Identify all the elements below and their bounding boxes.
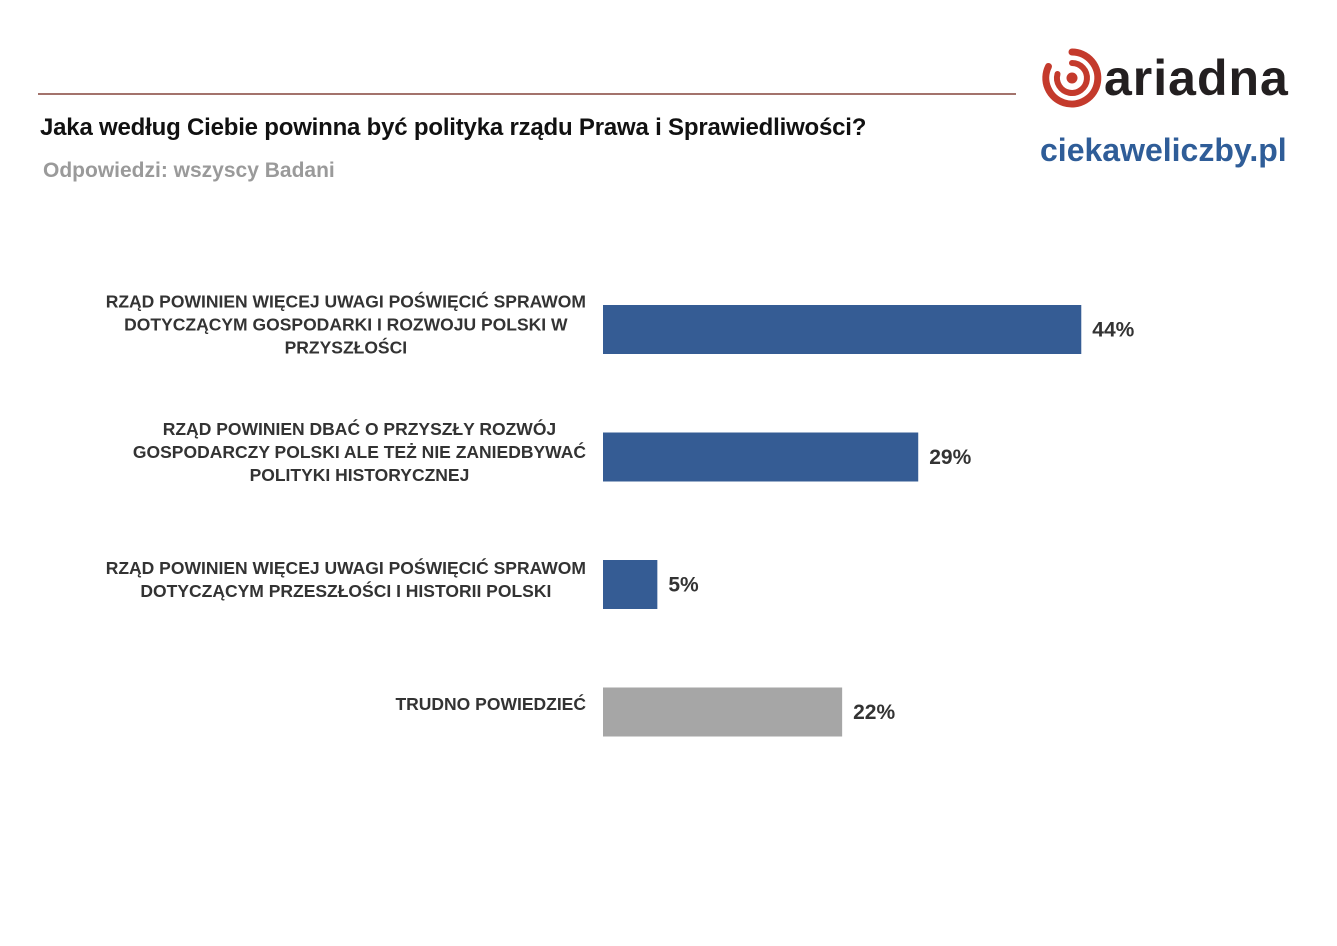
chart-title: Jaka według Ciebie powinna być polityka …: [40, 114, 867, 141]
category-label-3-line-1: RZĄD POWINIEN WIĘCEJ UWAGI POŚWIĘCIĆ SPR…: [106, 557, 586, 578]
value-label-3: 5%: [668, 574, 699, 597]
chart-subtitle: Odpowiedzi: wszyscy Badani: [43, 159, 335, 182]
category-label-3-line-2: DOTYCZĄCYM PRZESZŁOŚCI I HISTORII POLSKI: [140, 580, 551, 601]
bar-2: [603, 432, 919, 482]
ariadna-logo: ariadna: [1040, 46, 1325, 110]
category-label-2-line-2: GOSPODARCZY POLSKI ALE TEŻ NIE ZANIEDBYW…: [133, 441, 586, 462]
value-label-4: 22%: [853, 701, 895, 724]
category-label-2-line-1: RZĄD POWINIEN DBAĆ O PRZYSZŁY ROZWÓJ: [163, 418, 556, 439]
header-divider: [38, 93, 1016, 95]
category-label-1-line-2: DOTYCZĄCYM GOSPODARKI I ROZWOJU POLSKI W: [124, 315, 568, 335]
value-label-2: 29%: [929, 446, 971, 469]
bar-1: [603, 305, 1082, 354]
value-label-1: 44%: [1092, 319, 1134, 342]
bar-4: [603, 687, 843, 737]
ariadna-spiral-logo-icon: [1042, 48, 1102, 108]
logo-wordmark: ariadna: [1104, 50, 1289, 106]
category-label-1-line-1: RZĄD POWINIEN WIĘCEJ UWAGI POŚWIĘCIĆ SPR…: [106, 291, 586, 312]
bar-3: [603, 560, 658, 609]
category-label-2-line-3: POLITYKI HISTORYCZNEJ: [250, 465, 470, 485]
category-label-1-line-3: PRZYSZŁOŚCI: [285, 337, 408, 358]
site-url: ciekaweliczby.pl: [1040, 132, 1287, 168]
category-label-4-line-1: TRUDNO POWIEDZIEĆ: [395, 693, 586, 714]
